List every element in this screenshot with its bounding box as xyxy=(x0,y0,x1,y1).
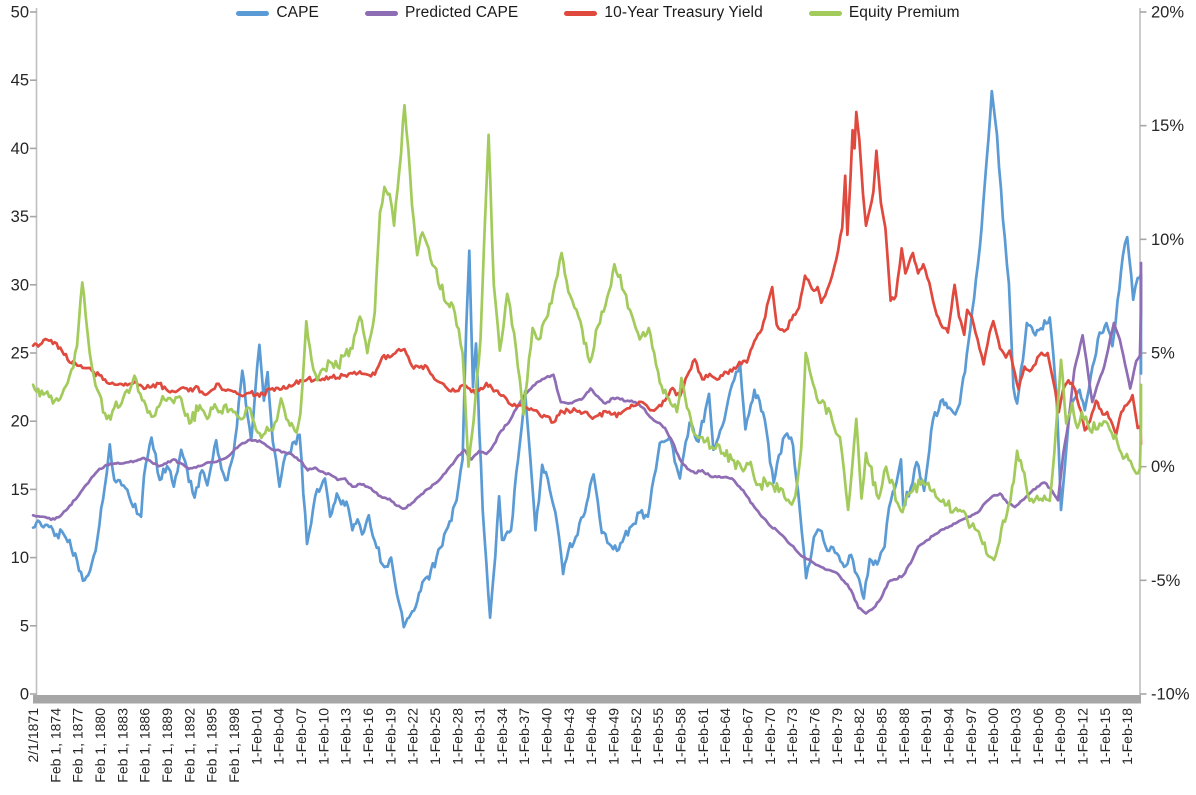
axis-labels: 0 5 10 15 20 25 30 35 40 45 50 -10% -5% 0% 5% 10% 15% 20%… xyxy=(11,4,1190,783)
series-line-cape xyxy=(31,89,1143,629)
x-axis-tick-label: 1-Feb-67 xyxy=(740,708,756,765)
right-axis-tick-label: -5% xyxy=(1151,572,1181,590)
x-axis-tick-label: Feb 1, 1880 xyxy=(92,708,108,783)
x-axis-tick-label: Feb 1, 1889 xyxy=(159,708,175,783)
legend-item-equity-premium: Equity Premium xyxy=(808,4,960,22)
legend-item-predicted-cape: Predicted CAPE xyxy=(364,4,519,22)
x-axis-tick-label: 1-Feb-61 xyxy=(695,708,711,765)
x-axis-tick-label: 1-Feb-64 xyxy=(717,708,733,765)
right-axis-tick-label: -10% xyxy=(1151,686,1190,704)
right-axis-tick-label: 5% xyxy=(1151,345,1175,363)
x-axis-tick-label: 1-Feb-25 xyxy=(427,708,443,765)
x-axis-tick-label: 1-Feb-82 xyxy=(851,708,867,765)
x-axis-tick-label: 1-Feb-09 xyxy=(1052,708,1068,765)
right-axis-tick-label: 0% xyxy=(1151,458,1175,476)
left-axis-tick-label: 0 xyxy=(20,686,29,704)
x-axis-tick-label: 1-Feb-16 xyxy=(360,708,376,765)
x-axis-tick-label: 1-Feb-04 xyxy=(271,708,287,765)
chart-legend: CAPE Predicted CAPE 10-Year Treasury Yield… xyxy=(0,1,1196,25)
x-axis-tick-label: 1-Feb-37 xyxy=(516,708,532,765)
x-axis-tick-label: 1-Feb-12 xyxy=(1074,708,1090,765)
series-line-predicted-cape xyxy=(31,261,1143,615)
x-axis-tick-label: 1-Feb-43 xyxy=(561,708,577,765)
x-axis-tick-label: 1-Feb-15 xyxy=(1097,708,1113,765)
x-axis-tick-label: 1-Feb-18 xyxy=(1119,708,1135,765)
x-axis-tick-label: 1-Feb-31 xyxy=(472,708,488,765)
legend-marker-equity-premium xyxy=(808,10,842,16)
right-axis-tick-label: 15% xyxy=(1151,117,1184,135)
legend-item-10-year-treasury-yield: 10-Year Treasury Yield xyxy=(564,4,763,22)
x-axis-tick-label: 1-Feb-85 xyxy=(874,708,890,765)
x-axis-tick-label: Feb 1, 1877 xyxy=(70,708,86,783)
x-axis-tick-label: 1-Feb-55 xyxy=(650,708,666,765)
left-axis-tick-label: 20 xyxy=(11,413,29,431)
x-axis-tick-label: 1-Feb-58 xyxy=(673,708,689,765)
right-axis-tick-label: 20% xyxy=(1151,4,1184,22)
x-axis-tick-label: Feb 1, 1895 xyxy=(204,708,220,783)
x-axis-tick-label: Feb 1, 1886 xyxy=(137,708,153,783)
left-axis-tick-label: 35 xyxy=(11,208,29,226)
x-axis-tick-label: 1-Feb-01 xyxy=(248,708,264,765)
left-axis-tick-label: 5 xyxy=(20,617,29,635)
legend-label-equity-premium: Equity Premium xyxy=(848,4,960,21)
left-axis-tick-label: 45 xyxy=(11,72,29,90)
axes xyxy=(30,8,1147,704)
x-axis-tick-label: 2/1/1871 xyxy=(25,708,41,763)
x-axis-tick-label: 1-Feb-46 xyxy=(583,708,599,765)
left-axis-tick-label: 10 xyxy=(11,549,29,567)
legend-label-10-year-treasury-yield: 10-Year Treasury Yield xyxy=(604,4,763,21)
x-axis-tick-label: 1-Feb-34 xyxy=(494,708,510,765)
x-axis-tick-label: 1-Feb-19 xyxy=(382,708,398,765)
legend-item-cape: CAPE xyxy=(236,4,319,22)
x-axis-tick-label: 1-Feb-03 xyxy=(1007,708,1023,765)
x-axis-tick-label: 1-Feb-91 xyxy=(918,708,934,765)
plot-lines xyxy=(31,89,1143,629)
legend-marker-10-year-treasury-yield xyxy=(564,10,598,16)
left-axis-tick-label: 30 xyxy=(11,276,29,294)
left-axis-tick-label: 50 xyxy=(11,4,29,22)
x-axis-tick-label: Feb 1, 1892 xyxy=(181,708,197,783)
x-axis-tick-label: 1-Feb-79 xyxy=(829,708,845,765)
x-axis-tick-label: 1-Feb-73 xyxy=(784,708,800,765)
x-axis-tick-label: 1-Feb-40 xyxy=(539,708,555,765)
x-axis-tick-label: 1-Feb-88 xyxy=(896,708,912,765)
legend-label-cape: CAPE xyxy=(276,4,319,21)
x-axis-tick-label: 1-Feb-06 xyxy=(1030,708,1046,765)
x-axis-tick-label: 1-Feb-13 xyxy=(338,708,354,765)
x-axis-tick-label: 1-Feb-10 xyxy=(315,708,331,765)
left-axis-tick-label: 15 xyxy=(11,481,29,499)
x-axis-bar xyxy=(33,695,1141,704)
legend-marker-cape xyxy=(236,10,270,16)
series-line-equity-premium xyxy=(31,103,1143,562)
x-axis-tick-label: 1-Feb-70 xyxy=(762,708,778,765)
x-axis-tick-label: Feb 1, 1898 xyxy=(226,708,242,783)
series-line-10-year-treasury-yield xyxy=(31,110,1143,446)
x-axis-tick-label: 1-Feb-28 xyxy=(449,708,465,765)
x-axis-tick-label: 1-Feb-97 xyxy=(963,708,979,765)
x-axis-tick-label: 1-Feb-76 xyxy=(807,708,823,765)
legend-label-predicted-cape: Predicted CAPE xyxy=(404,4,519,21)
x-axis-tick-label: Feb 1, 1883 xyxy=(114,708,130,783)
x-axis-tick-label: 1-Feb-07 xyxy=(293,708,309,765)
right-axis-tick-label: 10% xyxy=(1151,231,1184,249)
x-axis-tick-label: 1-Feb-00 xyxy=(985,708,1001,765)
left-axis-tick-label: 25 xyxy=(11,345,29,363)
x-axis-tick-label: Feb 1, 1874 xyxy=(47,708,63,783)
x-axis-tick-label: 1-Feb-94 xyxy=(940,708,956,765)
x-axis-tick-label: 1-Feb-22 xyxy=(405,708,421,765)
x-axis-tick-label: 1-Feb-49 xyxy=(606,708,622,765)
left-axis-tick-label: 40 xyxy=(11,140,29,158)
legend-marker-predicted-cape xyxy=(364,10,398,16)
x-axis-tick-label: 1-Feb-52 xyxy=(628,708,644,765)
